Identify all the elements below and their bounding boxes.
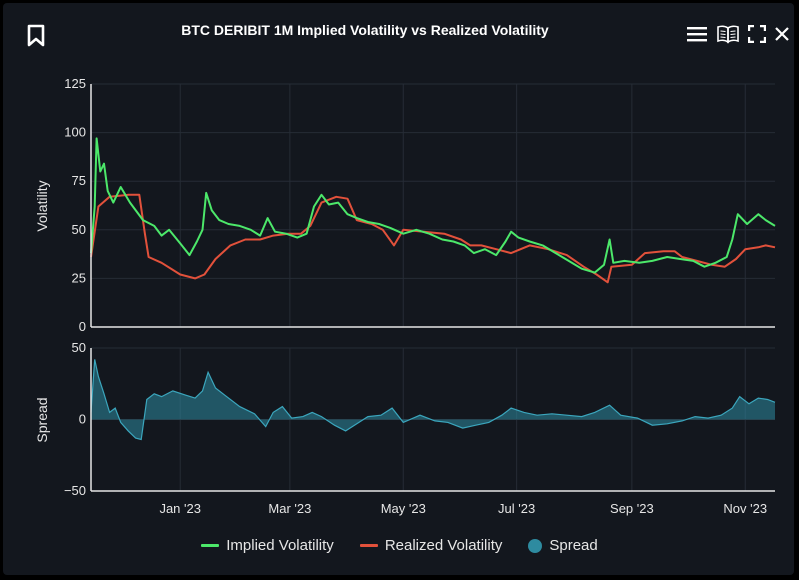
docs-button[interactable] <box>716 24 740 49</box>
chart-panel <box>3 3 794 575</box>
chart-toolbar <box>686 24 790 49</box>
chart-title: BTC DERIBIT 1M Implied Volatility vs Rea… <box>181 22 549 38</box>
x-tick-label: Jan '23 <box>159 501 201 516</box>
vol-y-tick-label: 0 <box>79 319 86 334</box>
spread-axis-label: Spread <box>34 397 50 442</box>
implied-volatility-swatch <box>201 544 220 547</box>
vol-y-tick-label: 50 <box>72 222 86 237</box>
bookmark-button[interactable] <box>26 24 46 53</box>
spread-y-tick-label: −50 <box>64 483 86 498</box>
x-tick-label: Jul '23 <box>498 501 535 516</box>
fullscreen-button[interactable] <box>747 24 767 48</box>
chart-legend: Implied Volatility Realized Volatility S… <box>0 537 799 554</box>
spread-y-tick-label: 50 <box>72 340 86 355</box>
close-button[interactable] <box>774 26 790 47</box>
volatility-grid <box>91 83 775 328</box>
x-tick-label: May '23 <box>381 501 426 516</box>
vol-y-tick-label: 125 <box>64 76 86 91</box>
spread-swatch <box>528 538 543 553</box>
open-book-icon <box>717 25 739 44</box>
bookmark-icon <box>27 24 45 47</box>
realized-volatility-line <box>90 193 776 284</box>
legend-item-implied-volatility[interactable]: Implied Volatility <box>201 537 334 554</box>
spread-line <box>90 359 776 441</box>
legend-item-realized-volatility[interactable]: Realized Volatility <box>359 537 503 554</box>
hamburger-menu-icon <box>687 27 707 42</box>
spread-y-tick-label: 0 <box>79 412 86 427</box>
volatility-axis-label: Volatility <box>34 180 50 231</box>
vol-y-tick-label: 25 <box>72 270 86 285</box>
legend-item-spread[interactable]: Spread <box>528 537 598 554</box>
realized-volatility-swatch <box>359 544 378 547</box>
vol-y-tick-label: 75 <box>72 173 86 188</box>
implied-volatility-line <box>90 137 776 274</box>
legend-label-spread: Spread <box>549 537 598 554</box>
chart-axes: Jan '23 Mar '23 May '23 Jul '23 Sep '23 Nov '… <box>64 76 775 516</box>
menu-button[interactable] <box>686 25 708 48</box>
x-tick-label: Nov '23 <box>723 501 767 516</box>
spread-area <box>91 359 775 440</box>
legend-label-implied-volatility: Implied Volatility <box>226 537 334 554</box>
x-tick-label: Mar '23 <box>268 501 311 516</box>
vol-y-tick-label: 100 <box>64 125 86 140</box>
chart-marks <box>90 137 776 441</box>
legend-label-realized-volatility: Realized Volatility <box>384 537 503 554</box>
x-tick-label: Sep '23 <box>610 501 654 516</box>
fullscreen-icon <box>747 24 767 44</box>
close-icon <box>775 27 789 41</box>
